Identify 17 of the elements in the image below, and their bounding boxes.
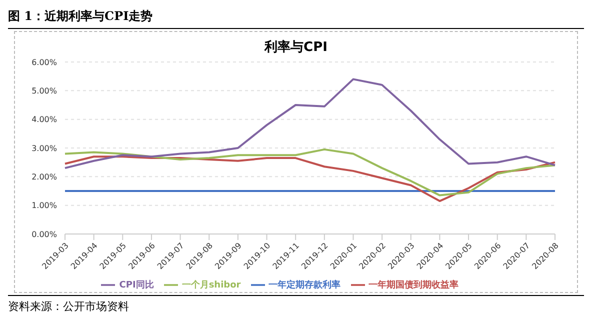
legend-label: 一年期国债到期收益率 xyxy=(368,280,459,290)
y-tick-label: 1.00% xyxy=(32,201,58,210)
y-tick-label: 5.00% xyxy=(32,86,58,96)
line-series xyxy=(64,148,556,196)
chart-title: 图 1：近期利率与CPI走势 xyxy=(8,8,584,29)
y-tick-label: 4.00% xyxy=(32,115,58,124)
y-tick-label: 3.00% xyxy=(32,144,58,153)
legend-label: 一个月shibor xyxy=(182,280,241,290)
y-tick-label: 0.00% xyxy=(32,230,58,239)
chart-subtitle: 利率与CPI xyxy=(263,38,328,56)
y-tick-label: 2.00% xyxy=(32,172,58,182)
line-series xyxy=(64,78,556,170)
legend-label: CPI同比 xyxy=(119,280,154,290)
legend-label: 一年定期存款利率 xyxy=(268,280,341,290)
y-tick-label: 6.00% xyxy=(32,58,58,67)
text: 资料来源：公开市场资料 xyxy=(8,299,130,314)
line-series xyxy=(64,156,556,202)
